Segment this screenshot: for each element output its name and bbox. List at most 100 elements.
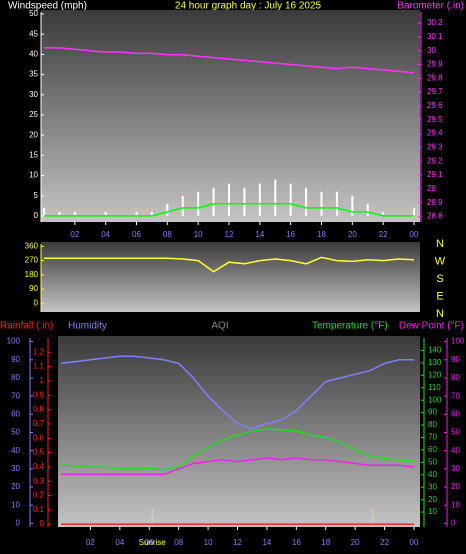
bar [58,211,61,216]
compass-label: E [436,290,443,302]
x-tick-label: 12 [225,230,234,239]
y-tick-label: 100 [7,337,21,346]
x-tick-label: 06 [145,538,154,547]
x-tick-label: 14 [262,538,271,547]
x-tick-label: 18 [317,230,326,239]
y-tick-label: 20 [11,482,20,491]
chart-title: 24 hour graph day : July 16 2025 [175,1,322,12]
line [61,457,415,476]
y-tick-label: 0 [34,211,39,220]
y-tick-label: 130 [428,358,442,367]
x-tick-label: 14 [255,230,264,239]
y-tick-label: 90 [451,355,460,364]
y-tick-label: 90 [428,408,437,417]
y-tick-label: 0 [451,518,456,527]
y-tick-label: 20 [451,482,460,491]
line [60,428,415,471]
x-tick-label: 16 [292,538,301,547]
x-tick-label: 00 [410,230,419,239]
y-tick-label: 10 [29,171,38,180]
y-tick-label: 29.3 [427,143,443,152]
y-tick-label: 30.2 [427,18,443,27]
y-axis-label: Humidity [68,321,107,332]
x-tick-label: 04 [101,230,110,239]
x-tick-label: 08 [163,230,172,239]
x-tick-label: 20 [351,538,360,547]
bar [320,191,323,216]
y-tick-label: 0.2 [33,491,45,500]
x-tick-label: 20 [348,230,357,239]
bar [335,191,338,216]
bar [274,179,277,216]
y-tick-label: 30 [428,482,437,491]
bar [366,203,369,216]
x-tick-label: 08 [174,538,183,547]
bar [413,207,415,216]
y-tick-label: 1 [40,376,45,385]
x-tick-label: 22 [379,230,388,239]
y-tick-label: 50 [11,428,20,437]
y3-axis-label: Dew Point (°F) [399,321,464,332]
plot-area [58,336,420,527]
bar [197,191,200,216]
bar [181,195,184,216]
x-tick-label: 10 [194,230,203,239]
y-tick-label: 28.9 [427,198,443,207]
bar [73,211,76,216]
compass-label: N [436,238,444,250]
bar [212,187,215,216]
x-tick-label: 16 [286,230,295,239]
y-tick-label: 40 [29,50,38,59]
bar [104,211,107,216]
y-tick-label: 30 [451,464,460,473]
y-tick-label: 120 [428,370,442,379]
y-tick-label: 70 [451,391,460,400]
plot-area [41,10,420,222]
sunrise-label: Sunrise [139,538,167,547]
y-tick-label: 40 [451,446,460,455]
y-tick-label: 70 [428,433,437,442]
y-tick-label: 29.8 [427,73,443,82]
y-tick-label: 90 [29,284,38,293]
y-tick-label: 80 [428,420,437,429]
y-tick-label: 25 [29,110,38,119]
y-tick-label: 40 [428,470,437,479]
y-tick-label: 80 [11,373,20,382]
y-axis-label: Windspeed (mph) [8,1,87,12]
y-tick-label: 29.4 [427,129,443,138]
line [44,256,415,273]
y-tick-label: 0.7 [33,419,45,428]
x-tick-label: 06 [132,230,141,239]
y-tick-label: 0 [34,298,39,307]
y-tick-label: 40 [11,446,20,455]
x-tick-label: 10 [204,538,213,547]
x-tick-label: 22 [380,538,389,547]
y2-axis-label: Barometer (.in) [397,1,464,12]
y-tick-label: 140 [428,346,442,355]
x-tick-label: 02 [86,538,95,547]
y-tick-label: 20 [29,130,38,139]
bar [243,187,246,216]
y2-axis-label: Temperature (°F) [312,321,388,332]
y-tick-label: 110 [428,383,441,392]
x-tick-label: 02 [70,230,79,239]
bar [166,203,169,216]
y-tick-label: 28.8 [427,212,443,221]
y-tick-label: 100 [428,395,442,404]
y-tick-label: 0.3 [33,476,45,485]
y-tick-label: 29.7 [427,87,443,96]
chart-title: AQI [211,321,228,332]
compass-label: W [435,255,446,267]
y-tick-label: 30 [11,464,20,473]
x-tick-label: 18 [321,538,330,547]
y-tick-label: 360 [25,241,39,250]
bar [135,211,138,216]
y-tick-label: 29 [427,184,436,193]
y-tick-label: 60 [451,409,460,418]
y-tick-label: 0.8 [33,405,45,414]
y-tick-label: 80 [451,373,460,382]
y-tick-label: 0 [40,519,45,528]
y-tick-label: 0.6 [33,433,45,442]
bar [305,187,308,216]
